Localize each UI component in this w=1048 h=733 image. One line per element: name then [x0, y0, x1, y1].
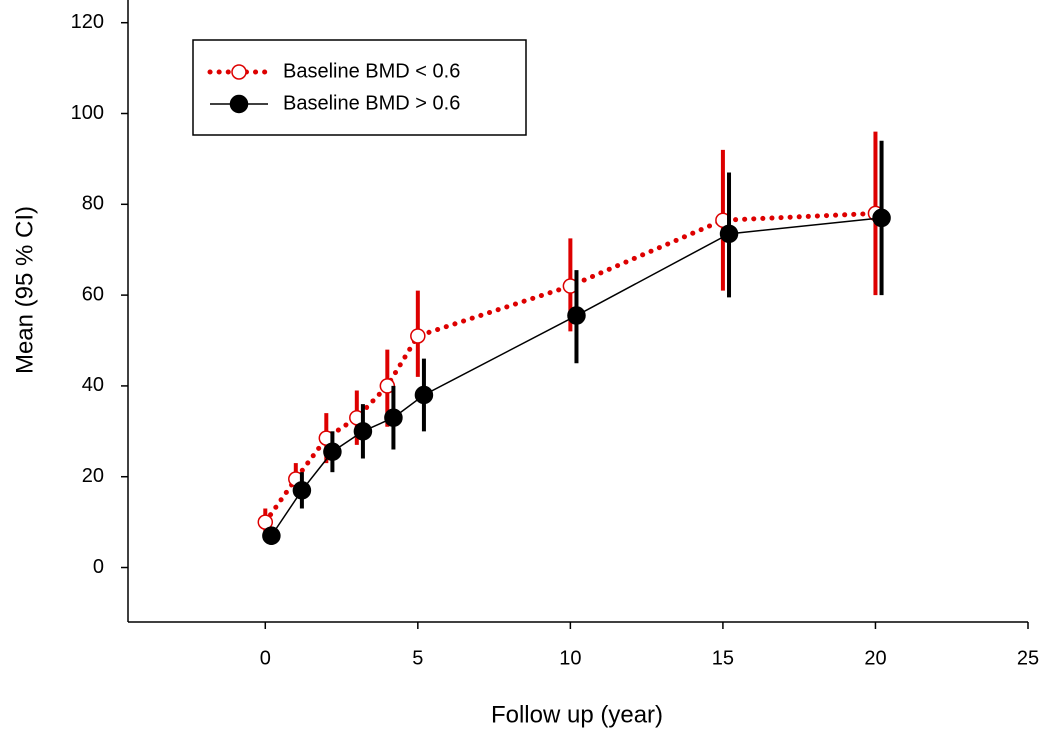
x-tick-label: 0	[260, 647, 271, 669]
legend-marker	[229, 94, 249, 114]
x-tick-label: 10	[559, 647, 581, 669]
y-tick-label: 60	[82, 283, 104, 305]
y-tick-label: 120	[71, 11, 104, 33]
marker	[414, 385, 434, 405]
marker	[384, 408, 403, 427]
x-tick-label: 20	[864, 647, 886, 669]
marker	[410, 328, 426, 344]
legend-box	[192, 39, 527, 136]
x-tick-label: 15	[712, 647, 734, 669]
x-axis-label: Follow up (year)	[491, 701, 663, 728]
marker	[567, 306, 586, 325]
y-tick-label: 40	[82, 374, 104, 396]
marker	[872, 208, 891, 228]
x-tick-label: 25	[1017, 647, 1039, 669]
legend-label: Baseline BMD < 0.6	[283, 60, 460, 82]
y-axis-label: Mean (95 % CI)	[11, 206, 38, 374]
series-line	[270, 217, 882, 537]
y-tick-label: 100	[71, 102, 104, 124]
y-tick-label: 0	[93, 556, 104, 578]
y-tick-label: 80	[82, 193, 104, 215]
y-tick-label: 20	[82, 465, 104, 487]
legend-label: Baseline BMD > 0.6	[283, 92, 460, 114]
legend-marker	[231, 64, 247, 80]
marker	[292, 481, 312, 500]
x-tick-label: 5	[412, 647, 423, 669]
marker	[262, 526, 281, 545]
marker	[353, 422, 373, 441]
marker	[719, 224, 739, 244]
marker	[323, 442, 342, 461]
